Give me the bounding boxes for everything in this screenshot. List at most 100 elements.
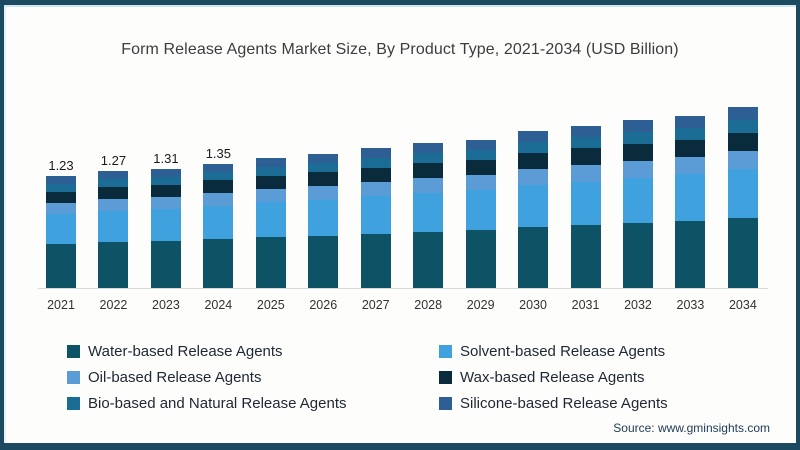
bar-segment-bio-based [360, 158, 391, 168]
x-axis-label-2021: 2021 [47, 298, 75, 312]
bar-segment-wax-based [518, 153, 549, 169]
x-axis-label-2033: 2033 [676, 298, 705, 312]
bar-segment-silicone-based [727, 107, 758, 120]
bar-column-2029: 2029 [465, 137, 496, 312]
bar-stack-2023 [150, 169, 181, 288]
bar-segment-oil-based [727, 151, 758, 169]
bar-segment-bio-based [150, 177, 181, 185]
bar-segment-bio-based [98, 179, 129, 187]
source-text: Source: www.gminsights.com [613, 421, 770, 435]
bar-segment-silicone-based [255, 158, 286, 167]
bar-segment-oil-based [570, 165, 601, 182]
bar-segment-oil-based [308, 186, 339, 200]
bar-column-2024: 1.35 2024 [203, 146, 234, 312]
bar-column-2034: 2034 [727, 104, 758, 312]
bar-column-2033: 2033 [675, 113, 706, 312]
bar-segment-water-based [675, 221, 706, 288]
bar-segment-water-based [98, 242, 129, 288]
bar-segment-solvent-based [150, 209, 181, 241]
x-axis-label-2028: 2028 [414, 298, 443, 312]
bar-segment-silicone-based [308, 154, 339, 163]
bar-segment-bio-based [570, 137, 601, 148]
bar-segment-silicone-based [46, 176, 76, 184]
bar-segment-silicone-based [360, 148, 391, 158]
x-axis-label-2027: 2027 [361, 298, 390, 312]
bar-segment-bio-based [46, 184, 76, 192]
bar-segment-wax-based [360, 168, 391, 182]
chart-title: Form Release Agents Market Size, By Prod… [121, 41, 679, 58]
bar-segment-oil-based [360, 182, 391, 196]
bar-value-label: 1.35 [205, 146, 232, 161]
legend-item: Solvent-based Release Agents [439, 343, 668, 360]
legend-swatch [439, 397, 452, 410]
bar-segment-oil-based [675, 157, 706, 174]
legend-item-label: Wax-based Release Agents [460, 369, 645, 386]
bar-column-2027: 2027 [360, 145, 391, 312]
bar-stack-2028 [413, 143, 444, 288]
bar-stack-2021 [46, 176, 76, 288]
bar-segment-solvent-based [308, 200, 339, 236]
legend-item-label: Oil-based Release Agents [88, 369, 262, 386]
plot-area: 1.23 2021 1.27 2022 1.31 2023 1.35 2024 2025 2026… [46, 89, 758, 312]
bar-column-2031: 2031 [570, 123, 601, 312]
bar-stack-2029 [465, 140, 496, 288]
legend: Water-based Release Agents Solvent-based … [67, 343, 668, 412]
bar-segment-bio-based [255, 167, 286, 176]
x-axis-label-2026: 2026 [309, 298, 338, 312]
bar-segment-water-based [203, 239, 234, 288]
x-axis-label-2032: 2032 [624, 298, 652, 312]
bar-stack-2032 [622, 120, 653, 288]
bar-segment-wax-based [675, 140, 706, 157]
bar-segment-water-based [465, 230, 496, 288]
bar-segment-solvent-based [46, 214, 76, 244]
bar-segment-oil-based [98, 199, 129, 211]
bar-segment-silicone-based [98, 171, 129, 179]
bar-segment-bio-based [413, 153, 444, 163]
bar-stack-2030 [518, 131, 549, 288]
x-axis-label-2031: 2031 [571, 298, 600, 312]
bar-segment-water-based [46, 244, 76, 288]
legend-item: Bio-based and Natural Release Agents [67, 395, 439, 412]
bar-segment-wax-based [308, 172, 339, 186]
x-axis-label-2025: 2025 [256, 298, 285, 312]
bar-segment-solvent-based [570, 182, 601, 225]
bar-segment-bio-based [727, 120, 758, 133]
bar-stack-2031 [570, 126, 601, 288]
x-axis-label-2023: 2023 [152, 298, 180, 312]
bar-column-2021: 1.23 2021 [46, 158, 76, 312]
legend-swatch [67, 397, 80, 410]
bar-segment-water-based [622, 223, 653, 288]
bar-segment-wax-based [465, 160, 496, 175]
bar-column-2028: 2028 [413, 140, 444, 312]
bar-segment-wax-based [727, 133, 758, 151]
bar-segment-oil-based [622, 161, 653, 178]
bar-segment-bio-based [622, 132, 653, 144]
bar-stack-2022 [98, 171, 129, 288]
bar-segment-solvent-based [255, 202, 286, 237]
bar-segment-bio-based [518, 142, 549, 153]
bar-segment-bio-based [203, 172, 234, 180]
legend-item-label: Silicone-based Release Agents [460, 395, 668, 412]
bar-segment-oil-based [413, 178, 444, 193]
bar-stack-2025 [255, 158, 286, 288]
bar-segment-water-based [413, 232, 444, 288]
bar-segment-wax-based [203, 180, 234, 193]
bar-segment-silicone-based [570, 126, 601, 137]
bar-segment-oil-based [255, 189, 286, 202]
x-axis-label-2030: 2030 [519, 298, 547, 312]
bar-value-label: 1.27 [100, 153, 127, 168]
bar-segment-water-based [518, 227, 549, 288]
legend-item: Oil-based Release Agents [67, 369, 439, 386]
legend-item-label: Solvent-based Release Agents [460, 343, 666, 360]
bar-segment-wax-based [413, 163, 444, 178]
bar-column-2023: 1.31 2023 [150, 151, 181, 312]
bar-segment-silicone-based [413, 143, 444, 153]
bar-segment-silicone-based [675, 116, 706, 128]
bar-segment-wax-based [46, 192, 76, 203]
bar-segment-wax-based [255, 176, 286, 189]
bars-container: 1.23 2021 1.27 2022 1.31 2023 1.35 2024 2025 2026… [46, 89, 758, 312]
bar-column-2022: 1.27 2022 [98, 153, 129, 312]
bar-column-2025: 2025 [255, 155, 286, 312]
bar-column-2030: 2030 [518, 128, 549, 312]
